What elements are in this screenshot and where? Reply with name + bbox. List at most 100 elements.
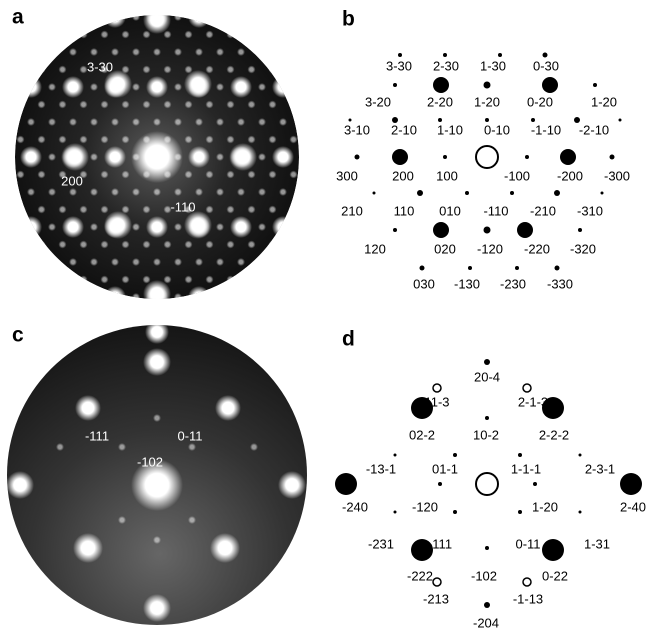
dot (349, 119, 352, 122)
index-label: 020 (434, 241, 456, 256)
spot (80, 136, 88, 144)
ring (523, 384, 531, 392)
dot (542, 77, 558, 93)
central-spot (131, 131, 183, 183)
spot (164, 31, 172, 39)
spot (230, 76, 252, 98)
spot (188, 443, 196, 451)
index-label: 1-10 (437, 122, 463, 137)
index-label: -111 (85, 428, 109, 443)
dot (393, 228, 397, 232)
index-label: -13-1 (366, 461, 396, 476)
spot (206, 101, 214, 109)
spot (101, 276, 109, 284)
spot (38, 136, 46, 144)
spot (132, 83, 140, 91)
index-label: -230 (500, 276, 526, 291)
spot (80, 276, 88, 284)
spot (174, 83, 182, 91)
spot (185, 241, 193, 249)
spot (279, 188, 287, 196)
index-label: -200 (557, 168, 583, 183)
spot (227, 136, 235, 144)
spot (258, 48, 266, 56)
dot (485, 416, 489, 420)
spot (122, 276, 130, 284)
spot (111, 258, 119, 266)
index-label: 2-30 (433, 58, 459, 73)
index-label: 1-20 (474, 94, 500, 109)
spot (164, 101, 172, 109)
spot (237, 48, 245, 56)
index-label: -210 (530, 203, 556, 218)
dot (468, 266, 472, 270)
bright-spot (145, 320, 169, 344)
spot (20, 76, 42, 98)
spot (206, 171, 214, 179)
index-label: 010 (439, 203, 461, 218)
spot (188, 286, 210, 308)
spot (27, 118, 35, 126)
index-label: 110 (394, 203, 415, 218)
bright-spot (215, 395, 241, 421)
dot (355, 155, 360, 160)
spot (122, 31, 130, 39)
dot (619, 119, 622, 122)
index-label: 0-30 (533, 58, 559, 73)
spot (216, 48, 224, 56)
spot (90, 83, 98, 91)
spot (132, 258, 140, 266)
index-label: -102 (137, 454, 163, 469)
center-ring (476, 146, 498, 168)
spot (206, 136, 214, 144)
spot (59, 241, 67, 249)
dot (484, 359, 490, 365)
spot (146, 76, 168, 98)
spot (258, 223, 266, 231)
spot (38, 101, 46, 109)
bright-spot (229, 143, 257, 171)
center-ring (476, 473, 498, 495)
spot (185, 101, 193, 109)
spot (269, 66, 277, 74)
spot (101, 206, 109, 214)
index-label: 01-1 (432, 461, 458, 476)
index-label: -231 (368, 536, 394, 551)
dot (579, 454, 582, 457)
index-label: -213 (423, 591, 449, 606)
spot (62, 216, 84, 238)
spot (90, 188, 98, 196)
spot (237, 118, 245, 126)
spot (59, 66, 67, 74)
spot (272, 76, 294, 98)
spot (38, 241, 46, 249)
spot (206, 31, 214, 39)
spot (132, 223, 140, 231)
spot (90, 48, 98, 56)
dot (453, 510, 457, 514)
spot (230, 216, 252, 238)
spot (174, 13, 182, 21)
bright-spot (143, 6, 171, 34)
index-label: -300 (604, 168, 630, 183)
spot (20, 146, 42, 168)
spot (101, 31, 109, 39)
spot (195, 118, 203, 126)
spot (227, 101, 235, 109)
spot (48, 48, 56, 56)
spot (248, 171, 256, 179)
index-label: -220 (524, 241, 550, 256)
spot (69, 258, 77, 266)
spot (174, 188, 182, 196)
spot (248, 136, 256, 144)
spot (269, 171, 277, 179)
spot (237, 188, 245, 196)
index-label: 210 (341, 203, 363, 218)
spot (122, 171, 130, 179)
bright-spot (75, 395, 101, 421)
dot (394, 511, 397, 514)
dot (373, 192, 376, 195)
spot (6, 153, 14, 161)
spot (185, 31, 193, 39)
index-label: 300 (336, 168, 358, 183)
